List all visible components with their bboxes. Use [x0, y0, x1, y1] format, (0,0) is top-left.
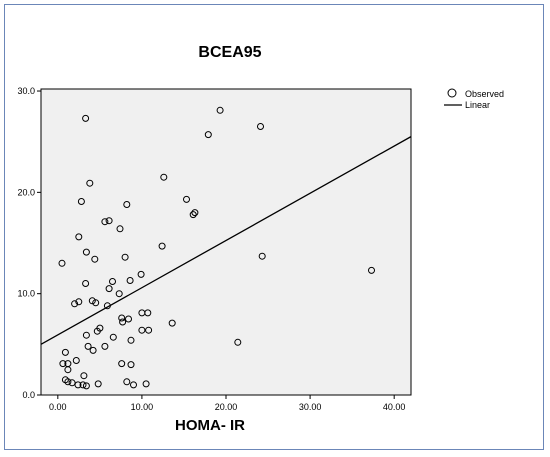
data-point-19 — [91, 255, 99, 263]
data-point-6 — [183, 195, 190, 203]
y-axis: 0.0 10.0 20.0 30.0 — [17, 86, 41, 400]
data-point-37 — [119, 318, 127, 326]
data-point-42 — [145, 326, 153, 334]
data-point-56 — [64, 366, 72, 374]
x-axis-label: HOMA- IR — [175, 417, 245, 434]
data-point-3 — [204, 131, 212, 139]
legend-observed-marker — [447, 88, 457, 98]
data-point-5 — [86, 179, 94, 187]
data-point-17 — [258, 252, 266, 260]
data-point-12 — [101, 218, 109, 226]
data-point-35 — [118, 314, 126, 322]
data-point-64 — [94, 380, 102, 388]
y-tick-label-1: 10.0 — [17, 289, 35, 299]
data-point-51 — [72, 357, 80, 364]
chart-title: BCEA95 — [198, 44, 261, 61]
linear-fit — [40, 136, 412, 345]
observed-points — [58, 106, 375, 390]
y-tick-label-3: 30.0 — [17, 86, 35, 96]
data-point-25 — [82, 280, 90, 287]
data-point-18 — [121, 253, 129, 261]
x-tick-label-3: 30.00 — [299, 402, 322, 412]
data-point-60 — [68, 379, 76, 387]
data-point-61 — [74, 381, 82, 389]
data-point-43 — [82, 331, 90, 339]
data-point-9 — [191, 209, 199, 217]
y-tick-label-2: 20.0 — [17, 187, 35, 197]
data-point-8 — [123, 201, 131, 208]
data-point-38 — [168, 319, 176, 327]
data-point-62 — [79, 381, 87, 389]
data-point-23 — [126, 277, 134, 284]
legend-linear-label: Linear — [465, 100, 490, 110]
data-point-2 — [257, 123, 264, 130]
data-point-0 — [82, 114, 90, 122]
linear-fit-line — [40, 136, 412, 345]
data-point-21 — [368, 266, 375, 274]
data-point-46 — [234, 338, 242, 346]
data-point-50 — [61, 348, 69, 356]
x-tick-label-4: 40.00 — [383, 402, 406, 412]
data-point-11 — [105, 217, 113, 225]
data-point-52 — [118, 360, 126, 368]
data-point-30 — [75, 298, 83, 306]
data-point-31 — [71, 300, 79, 308]
data-point-7 — [77, 198, 85, 205]
data-point-59 — [64, 378, 72, 386]
legend-observed-label: Observed — [465, 89, 504, 99]
data-point-28 — [88, 297, 96, 305]
y-tick-label-0: 0.0 — [22, 390, 35, 400]
x-tick-label-1: 10.00 — [131, 402, 154, 412]
data-point-22 — [137, 270, 145, 278]
data-point-27 — [115, 290, 123, 298]
x-tick-label-0: 0.00 — [49, 402, 67, 412]
x-tick-label-2: 20.00 — [215, 402, 238, 412]
data-point-66 — [130, 381, 137, 389]
data-point-36 — [125, 315, 132, 323]
data-point-48 — [101, 342, 109, 350]
legend: Observed Linear — [444, 88, 504, 110]
plot-area — [40, 88, 412, 396]
data-point-49 — [89, 346, 97, 354]
data-point-15 — [158, 242, 166, 250]
data-point-14 — [75, 233, 83, 241]
data-point-26 — [105, 285, 113, 293]
data-point-20 — [58, 259, 66, 267]
data-point-63 — [82, 382, 90, 390]
data-point-10 — [189, 211, 197, 219]
data-point-47 — [84, 342, 92, 350]
data-point-24 — [109, 278, 116, 285]
data-point-29 — [92, 299, 100, 307]
data-point-40 — [93, 327, 101, 335]
data-point-4 — [160, 173, 168, 181]
data-point-13 — [116, 225, 124, 233]
data-point-41 — [138, 326, 146, 334]
data-point-53 — [127, 361, 135, 369]
data-point-16 — [82, 248, 90, 256]
data-point-44 — [109, 333, 117, 341]
data-point-45 — [127, 336, 135, 344]
data-point-65 — [123, 378, 131, 386]
data-point-54 — [59, 360, 67, 368]
data-point-34 — [144, 309, 152, 317]
data-point-1 — [216, 106, 224, 114]
data-point-57 — [80, 372, 88, 380]
x-axis: 0.00 10.00 20.00 30.00 40.00 — [49, 395, 405, 412]
data-point-67 — [142, 380, 150, 388]
